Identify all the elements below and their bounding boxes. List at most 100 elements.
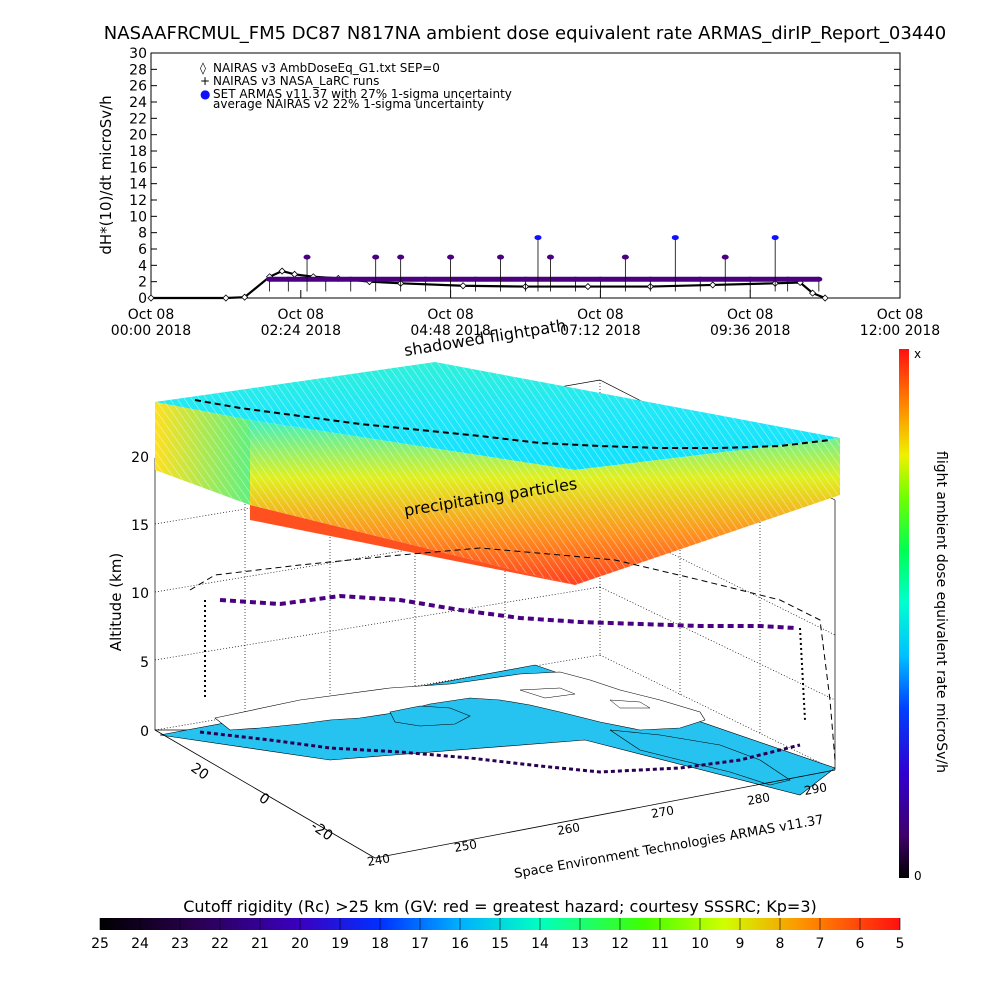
y-tick-label: 18 <box>129 144 147 160</box>
rigidity-tick-label: 13 <box>571 936 589 952</box>
x-tick-label-date: Oct 08 <box>727 307 773 323</box>
x-tick-label-time: 02:24 2018 <box>261 323 341 339</box>
flight-path-altitude <box>219 593 796 630</box>
y-tick-label: 14 <box>129 177 147 193</box>
legend-label-larc: NAIRAS v3 NASA_LaRC runs <box>213 74 379 88</box>
y-tick-label: 22 <box>129 111 147 127</box>
rigidity-tick-label: 25 <box>91 936 109 952</box>
nairas-point <box>709 281 717 289</box>
x-tick-label-time: 12:00 2018 <box>860 323 940 339</box>
nairas-point <box>147 294 155 302</box>
rigidity-tick-label: 17 <box>411 936 429 952</box>
map-floor <box>159 664 836 796</box>
armas-point <box>284 276 292 282</box>
y-tick-label: 24 <box>129 95 147 111</box>
lat-tick-0: 0 <box>256 790 272 808</box>
x-tick-label-date: Oct 08 <box>577 307 623 323</box>
rigidity-tick-label: 24 <box>131 936 149 952</box>
nairas-point <box>241 293 249 301</box>
lon-tick-280: 280 <box>746 790 771 808</box>
bottom-colorbar-ticks: 25 24 23 22 21 20 19 18 17 16 15 14 13 12 11 10 9 8 7 6 5 <box>91 918 904 952</box>
armas-point <box>771 235 779 241</box>
y-tick-label: 8 <box>138 226 147 242</box>
rigidity-tick-label: 7 <box>816 936 825 952</box>
x-tick-label-date: Oct 08 <box>278 307 324 323</box>
y-tick-label: 20 <box>129 128 147 144</box>
armas-point <box>746 276 754 282</box>
armas-point <box>472 276 480 282</box>
rigidity-tick-label: 5 <box>896 936 905 952</box>
rigidity-tick-label: 16 <box>451 936 469 952</box>
lat-tick-20: 20 <box>188 760 212 783</box>
rigidity-tick-label: 11 <box>651 936 669 952</box>
x-tick-label-date: Oct 08 <box>877 307 923 323</box>
armas-point <box>322 276 330 282</box>
right-colorbar-label: flight ambient dose equivalent rate micr… <box>933 451 949 773</box>
three-d-panel: 0 5 10 15 20 Altitude (km) precipitating… <box>107 316 840 882</box>
rigidity-tick-label: 22 <box>211 936 229 952</box>
y-tick-label: 0 <box>138 291 147 307</box>
armas-point <box>266 276 274 282</box>
rigidity-tick-label: 14 <box>531 936 549 952</box>
flight-path-projection <box>189 547 836 761</box>
x-tick-label-time: 04:48 2018 <box>410 323 490 339</box>
y-tick-label: 2 <box>138 275 147 291</box>
land-gulf <box>389 705 471 727</box>
x-tick-label-time: 07:12 2018 <box>560 323 640 339</box>
z-tick-5: 5 <box>140 655 149 671</box>
lon-tick-290: 290 <box>803 780 828 798</box>
lon-tick-270: 270 <box>650 803 675 821</box>
top-series <box>147 235 829 302</box>
y-tick-label: 26 <box>129 79 147 95</box>
armas-point <box>534 235 542 241</box>
armas-point <box>571 276 579 282</box>
bottom-colorbar-title: Cutoff rigidity (Rc) >25 km (GV: red = g… <box>183 897 817 916</box>
armas-point <box>671 235 679 241</box>
slab-stripes-overlay <box>155 362 840 585</box>
top-legend: ◊ NAIRAS v3 AmbDoseEq_G1.txt SEP=0 + NAI… <box>200 61 512 111</box>
right-colorbar: x 0 flight ambient dose equivalent rate … <box>899 347 949 883</box>
z-tick-0: 0 <box>140 724 149 740</box>
z-tick-15: 15 <box>131 518 149 534</box>
x-tick-label-date: Oct 08 <box>427 307 473 323</box>
y-tick-label: 30 <box>129 46 147 62</box>
lon-tick-240: 240 <box>366 851 391 869</box>
legend-label-nairas-v2: average NAIRAS v2 22% 1-sigma uncertaint… <box>213 97 484 111</box>
rigidity-tick-label: 21 <box>251 936 269 952</box>
lat-ticks: 20 0 -20 <box>188 760 336 844</box>
right-colorbar-fill <box>899 349 909 878</box>
nairas-point <box>222 294 230 302</box>
y-tick-label: 16 <box>129 160 147 176</box>
legend-label-armas: SET ARMAS v11.37 with 27% 1-sigma uncert… <box>213 87 512 101</box>
armas-point <box>497 254 505 260</box>
right-colorbar-bottom-label: 0 <box>914 869 922 883</box>
x-tick-label-time: 00:00 2018 <box>111 323 191 339</box>
rigidity-tick-label: 8 <box>776 936 785 952</box>
flight-path-climb <box>204 600 806 721</box>
rigidity-tick-label: 19 <box>331 936 349 952</box>
legend-marker-larc: + <box>200 74 210 88</box>
right-colorbar-top-label: x <box>914 347 921 361</box>
armas-point <box>784 276 792 282</box>
lat-tick-neg20: -20 <box>308 818 336 844</box>
nairas-point <box>809 289 817 297</box>
armas-point <box>815 276 823 282</box>
rigidity-tick-label: 6 <box>856 936 865 952</box>
armas-point <box>397 254 405 260</box>
armas-point <box>546 254 554 260</box>
nairas-point <box>290 270 299 278</box>
nairas-point <box>278 267 286 275</box>
lon-ticks: 240 250 260 270 280 290 <box>366 780 828 869</box>
chart-title: NASAAFRCMUL_FM5 DC87 N817NA ambient dose… <box>104 23 946 44</box>
armas-point <box>721 254 729 260</box>
land-south <box>609 729 791 786</box>
legend-marker-nairas-v3: ◊ <box>200 61 206 75</box>
land-islands <box>519 687 651 709</box>
armas-point <box>347 276 355 282</box>
land-north-america <box>214 671 706 731</box>
rigidity-tick-label: 10 <box>691 936 709 952</box>
nairas-point <box>584 283 592 291</box>
nairas-point <box>459 282 467 290</box>
y-tick-label: 12 <box>129 193 147 209</box>
